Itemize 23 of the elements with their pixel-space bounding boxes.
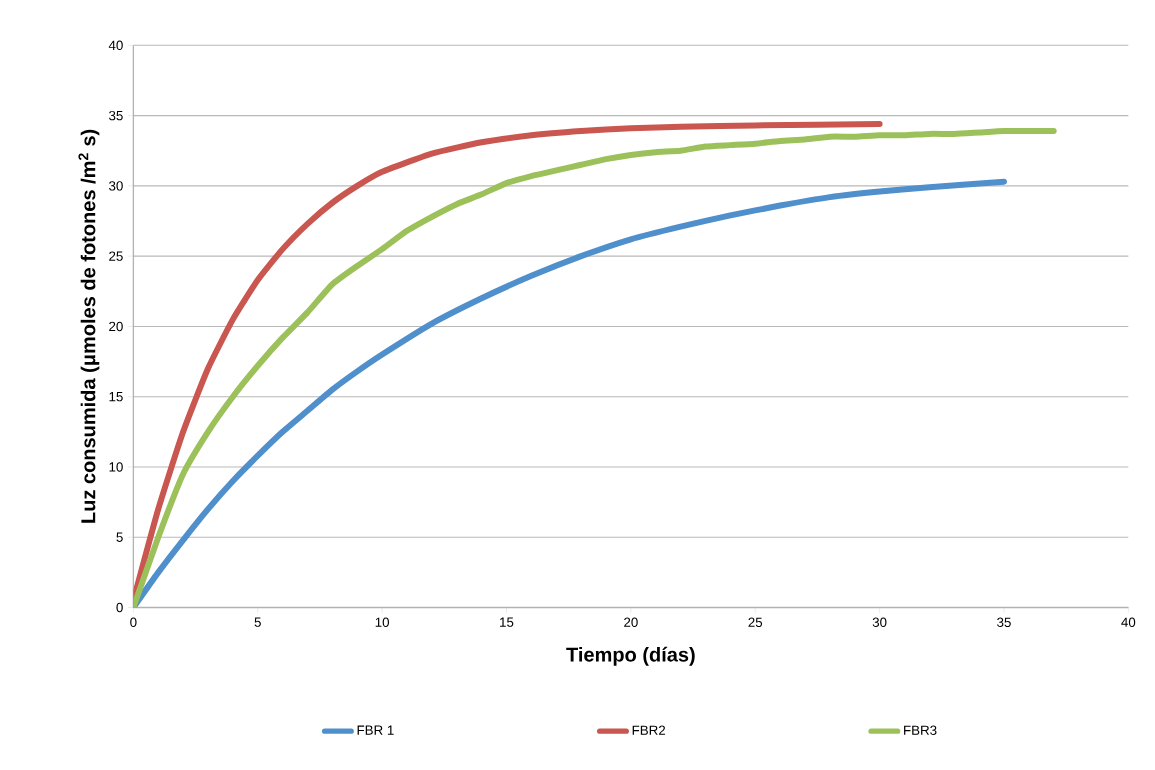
x-tick-label: 35: [997, 617, 1011, 627]
legend-label: FBR 1: [357, 725, 394, 735]
y-axis-title: Luz consumida (μmoles de fotones /m$^{2}$ s): [78, 129, 100, 523]
y-tick-label: 10: [109, 462, 123, 472]
x-tick-label: 0: [130, 617, 137, 627]
y-tick-label: 25: [109, 251, 123, 261]
x-tick-label: 15: [500, 617, 514, 627]
y-tick-label: 40: [108, 40, 123, 50]
legend-label: FBR2: [632, 725, 666, 735]
y-tick-label: 20: [109, 321, 123, 332]
x-tick-label: 40: [1121, 617, 1136, 627]
y-tick-label: 30: [109, 181, 123, 191]
x-axis-title: Tiempo (días): [566, 646, 695, 666]
x-tick-label: 25: [748, 617, 763, 627]
y-tick-label: 35: [109, 110, 123, 121]
x-tick-label: 10: [375, 617, 390, 627]
y-tick-label: 0: [116, 602, 123, 613]
y-tick-label: 5: [116, 532, 123, 542]
x-tick-label: 20: [624, 617, 638, 627]
x-tick-label: 5: [254, 617, 261, 627]
y-tick-label: 15: [109, 391, 123, 402]
x-tick-label: 30: [872, 617, 887, 627]
legend-label: FBR3: [904, 725, 937, 735]
